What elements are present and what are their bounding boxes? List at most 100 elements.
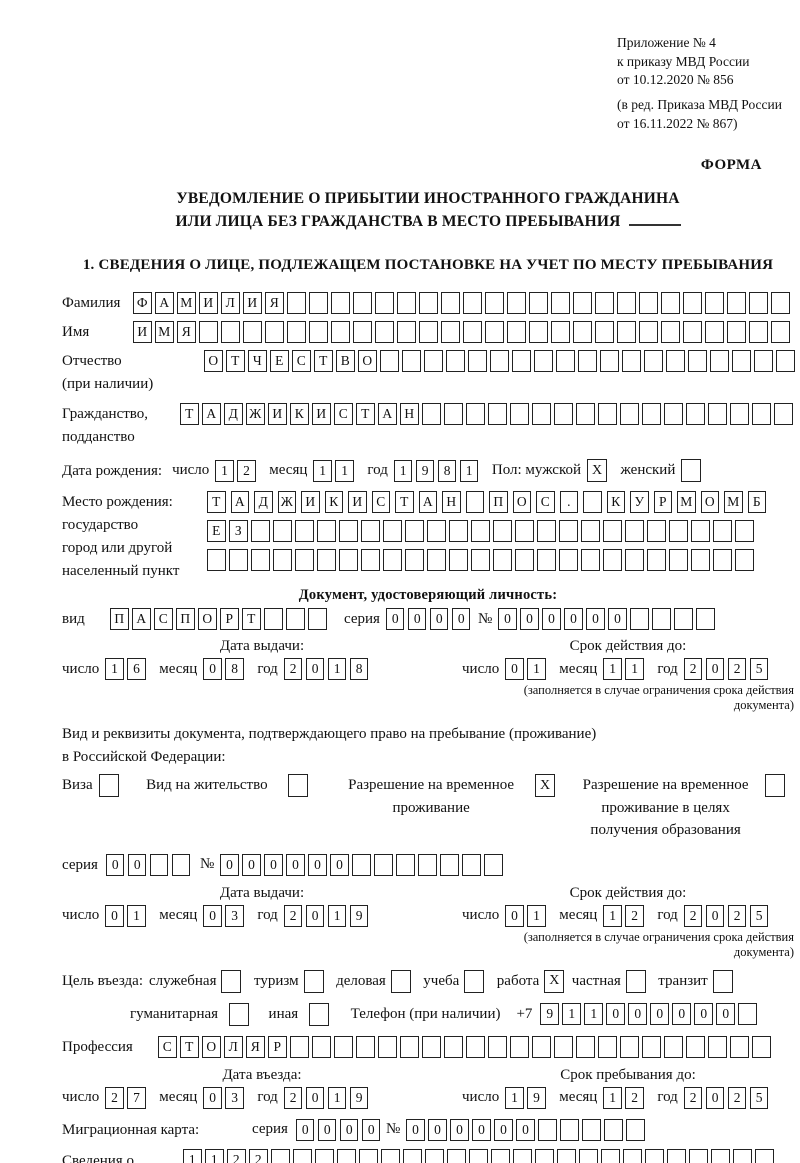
citizenship-char-box (642, 403, 661, 426)
profession-char-box (356, 1035, 375, 1058)
birthplace-char-box (713, 520, 732, 543)
firstname-char-box: И (133, 321, 152, 344)
temp-residence-label: Разрешение на временное проживание (333, 774, 529, 819)
purpose-work-label: работа (496, 972, 540, 989)
date-box: 2 (105, 1086, 124, 1109)
phone-digit-box: 9 (540, 1003, 559, 1026)
patronymic-char-box (732, 350, 751, 373)
option-temp-residence: Разрешение на временное проживание X (333, 774, 559, 819)
purpose-business: деловая (336, 969, 414, 993)
citizenship-char-box (620, 403, 639, 426)
patronymic-char-box (644, 350, 663, 373)
surname-char-box (705, 292, 724, 315)
surname-char-box: Л (221, 292, 240, 315)
birthplace-char-box (405, 549, 424, 572)
birthplace-char-box: Б (747, 491, 766, 514)
visa-checkbox (98, 774, 119, 798)
purpose-other-label: иная (268, 1005, 299, 1022)
patronymic-char-box: В (336, 350, 355, 373)
day-label: число (462, 907, 500, 924)
surname-char-box (485, 292, 504, 315)
doc-series-box: 0 (451, 608, 471, 631)
patronymic-char-box (622, 350, 641, 373)
doc-kind-char-box: Р (220, 608, 239, 631)
identity-valid-heading: Срок действия до: (569, 638, 687, 655)
birthplace-char-box: Т (395, 491, 414, 514)
purpose-tourism: туризм (254, 969, 327, 993)
patronymic-char-box (688, 350, 707, 373)
patronymic-char-box (424, 350, 443, 373)
birthplace-char-box (339, 520, 358, 543)
residence-number-box (418, 853, 437, 876)
profession-char-box: О (202, 1035, 221, 1058)
birthplace-char-box: Р (653, 491, 672, 514)
doc-kind-char-box (308, 608, 327, 631)
amend-line: (в ред. Приказа МВД России (617, 96, 782, 112)
residence-series-box (149, 853, 169, 876)
migration-number-box: 0 (428, 1118, 447, 1141)
firstname-char-box (617, 321, 636, 344)
year-label: год (257, 660, 278, 677)
profession-char-box (422, 1035, 441, 1058)
surname-label: Фамилия (62, 295, 121, 312)
temp-residence-edu-line1: Разрешение на временное (582, 777, 749, 794)
citizenship-char-box (752, 403, 771, 426)
profession-char-box (400, 1035, 419, 1058)
date-box: 2 (625, 904, 644, 927)
representatives-char-box: 1 (183, 1148, 202, 1163)
birthplace-label-3: город или другой (62, 540, 173, 557)
representatives-char-box (381, 1148, 400, 1163)
year-label: год (657, 907, 678, 924)
patronymic-char-box: Ч (248, 350, 267, 373)
representatives-char-box (667, 1148, 686, 1163)
year-label: год (657, 660, 678, 677)
profession-char-box (466, 1035, 485, 1058)
purpose-official-label: служебная (148, 972, 217, 989)
representatives-char-box: 1 (205, 1148, 224, 1163)
surname-char-box (683, 292, 702, 315)
profession-char-box: Т (180, 1035, 199, 1058)
month-label: месяц (559, 660, 598, 677)
surname-char-box (287, 292, 306, 315)
profession-char-box (620, 1035, 639, 1058)
birthplace-char-box (669, 549, 688, 572)
purpose-transit-checkbox (712, 969, 737, 993)
sex-male-checkbox: X (587, 459, 611, 483)
legal-reference-block: Приложение № 4 к приказу МВД России от 1… (617, 34, 794, 133)
firstname-char-box: Я (177, 321, 196, 344)
day-label: число (462, 660, 500, 677)
birthplace-char-box (493, 520, 512, 543)
date-box: 3 (225, 1086, 244, 1109)
doc-kind-char-box: О (198, 608, 217, 631)
date-box: 1 (527, 658, 546, 681)
date-box: 8 (225, 658, 244, 681)
profession-char-box (312, 1035, 331, 1058)
doc-number-box: 0 (564, 608, 583, 631)
date-box: 2 (727, 904, 747, 927)
date-box: 8 (349, 658, 369, 681)
citizenship-char-box: А (378, 403, 397, 426)
phone-digit-box: 1 (562, 1003, 581, 1026)
date-box: 2 (283, 904, 303, 927)
firstname-char-box (419, 321, 438, 344)
residence-series-box: 0 (105, 853, 125, 876)
birthplace-char-box (295, 520, 314, 543)
purpose-official: служебная (148, 969, 245, 993)
phone-label: Телефон (при наличии) (350, 1005, 501, 1022)
doc-kind-char-box: П (110, 608, 129, 631)
profession-char-box (752, 1035, 771, 1058)
representatives-char-box (579, 1148, 598, 1163)
profession-char-box (730, 1035, 749, 1058)
